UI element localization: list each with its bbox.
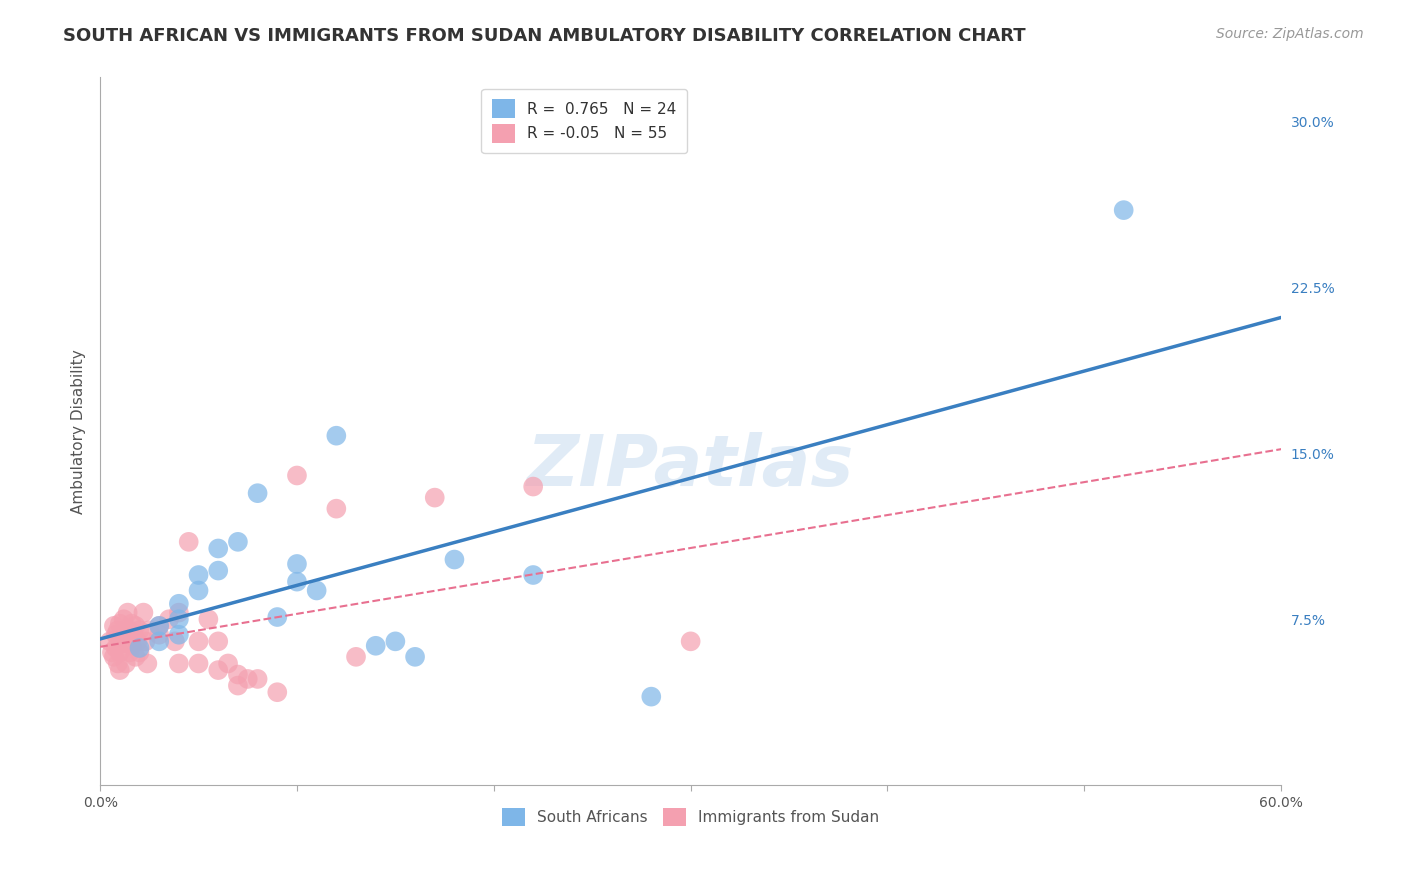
Point bbox=[207, 634, 229, 648]
Point bbox=[103, 619, 125, 633]
Point bbox=[217, 657, 239, 671]
Point bbox=[1112, 203, 1135, 218]
Point bbox=[163, 634, 186, 648]
Point bbox=[114, 636, 136, 650]
Point bbox=[384, 634, 406, 648]
Point bbox=[325, 428, 347, 442]
Point bbox=[522, 479, 544, 493]
Point bbox=[148, 628, 170, 642]
Point bbox=[177, 534, 200, 549]
Point bbox=[207, 541, 229, 556]
Point bbox=[108, 630, 131, 644]
Point bbox=[187, 634, 209, 648]
Point bbox=[108, 663, 131, 677]
Text: Source: ZipAtlas.com: Source: ZipAtlas.com bbox=[1216, 27, 1364, 41]
Point bbox=[121, 616, 143, 631]
Point bbox=[148, 619, 170, 633]
Point bbox=[187, 568, 209, 582]
Point bbox=[98, 634, 121, 648]
Point bbox=[404, 649, 426, 664]
Point bbox=[344, 649, 367, 664]
Point bbox=[167, 612, 190, 626]
Point bbox=[157, 612, 180, 626]
Point bbox=[121, 639, 143, 653]
Point bbox=[305, 583, 328, 598]
Point bbox=[103, 649, 125, 664]
Point bbox=[226, 679, 249, 693]
Point bbox=[285, 574, 308, 589]
Point bbox=[167, 606, 190, 620]
Point bbox=[640, 690, 662, 704]
Point bbox=[679, 634, 702, 648]
Point bbox=[207, 663, 229, 677]
Point bbox=[138, 624, 160, 638]
Point bbox=[167, 657, 190, 671]
Point bbox=[266, 685, 288, 699]
Point bbox=[423, 491, 446, 505]
Point bbox=[122, 628, 145, 642]
Point bbox=[246, 672, 269, 686]
Point bbox=[108, 645, 131, 659]
Point bbox=[167, 628, 190, 642]
Y-axis label: Ambulatory Disability: Ambulatory Disability bbox=[72, 349, 86, 514]
Point bbox=[167, 597, 190, 611]
Point bbox=[522, 568, 544, 582]
Point bbox=[104, 640, 127, 655]
Point bbox=[207, 564, 229, 578]
Point bbox=[124, 649, 146, 664]
Point bbox=[443, 552, 465, 566]
Point bbox=[134, 634, 156, 648]
Point bbox=[127, 634, 149, 648]
Legend: South Africans, Immigrants from Sudan: South Africans, Immigrants from Sudan bbox=[495, 800, 887, 834]
Point bbox=[148, 634, 170, 648]
Point bbox=[118, 645, 141, 659]
Point bbox=[104, 628, 127, 642]
Point bbox=[197, 612, 219, 626]
Point bbox=[364, 639, 387, 653]
Point bbox=[187, 583, 209, 598]
Point bbox=[107, 657, 129, 671]
Point bbox=[285, 557, 308, 571]
Point bbox=[128, 640, 150, 655]
Point bbox=[136, 657, 159, 671]
Point bbox=[132, 606, 155, 620]
Point bbox=[148, 619, 170, 633]
Point bbox=[285, 468, 308, 483]
Point bbox=[114, 657, 136, 671]
Text: ZIPatlas: ZIPatlas bbox=[527, 432, 855, 501]
Point bbox=[112, 612, 135, 626]
Point bbox=[187, 657, 209, 671]
Point bbox=[128, 645, 150, 659]
Point bbox=[112, 628, 135, 642]
Text: SOUTH AFRICAN VS IMMIGRANTS FROM SUDAN AMBULATORY DISABILITY CORRELATION CHART: SOUTH AFRICAN VS IMMIGRANTS FROM SUDAN A… bbox=[63, 27, 1026, 45]
Point bbox=[124, 619, 146, 633]
Point bbox=[117, 606, 139, 620]
Point bbox=[325, 501, 347, 516]
Point bbox=[226, 534, 249, 549]
Point bbox=[128, 624, 150, 638]
Point bbox=[107, 624, 129, 638]
Point bbox=[101, 645, 124, 659]
Point bbox=[246, 486, 269, 500]
Point bbox=[118, 624, 141, 638]
Point bbox=[226, 667, 249, 681]
Point bbox=[236, 672, 259, 686]
Point bbox=[266, 610, 288, 624]
Point bbox=[108, 616, 131, 631]
